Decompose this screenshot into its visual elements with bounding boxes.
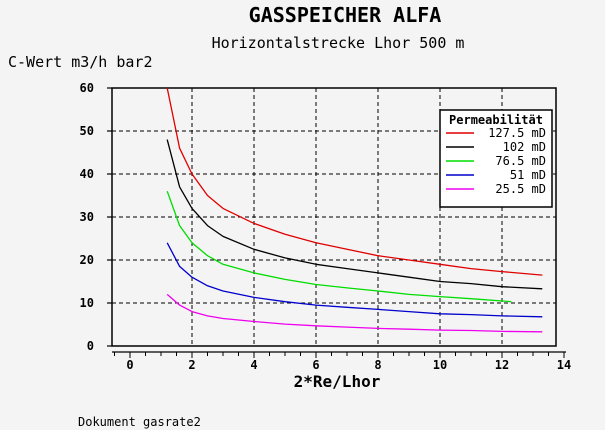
series-line: [166, 190, 512, 303]
series-line: [166, 139, 543, 290]
series-lines: [166, 87, 543, 333]
series-line: [166, 293, 543, 333]
y-tick-label: 0: [87, 339, 94, 353]
x-tick-label: 4: [250, 358, 257, 372]
grid: [112, 88, 556, 346]
legend-label: 102 mD: [503, 140, 546, 154]
x-tick-label: 14: [557, 358, 571, 372]
x-tick-label: 10: [433, 358, 447, 372]
legend-label: 25.5 mD: [495, 182, 546, 196]
legend-box: [439, 109, 553, 208]
footer-note: Dokument gasrate2: [78, 415, 201, 429]
y-tick-label: 30: [80, 210, 94, 224]
x-tick-label: 6: [312, 358, 319, 372]
y-tick-label: 40: [80, 167, 94, 181]
series-line: [166, 242, 543, 318]
legend-label: 51 mD: [510, 168, 546, 182]
x-tick-label: 12: [495, 358, 509, 372]
axes: 0 10 20 30 40 50 60 0 2 4 6 8 10 12 14: [80, 81, 572, 372]
series-line: [166, 87, 543, 276]
legend-title: Permeabilität: [449, 113, 543, 127]
x-tick-label: 2: [188, 358, 195, 372]
x-tick-label: 0: [126, 358, 133, 372]
y-tick-label: 10: [80, 296, 94, 310]
x-axis-label: 2*Re/Lhor: [294, 372, 381, 391]
y-axis-label: C-Wert m3/h bar2: [8, 53, 153, 71]
y-tick-label: 60: [80, 81, 94, 95]
x-tick-label: 8: [374, 358, 381, 372]
y-tick-label: 50: [80, 124, 94, 138]
chart-title: GASSPEICHER ALFA: [249, 3, 442, 27]
y-tick-label: 20: [80, 253, 94, 267]
chart-subtitle: Horizontalstrecke Lhor 500 m: [212, 34, 465, 52]
legend-label: 76.5 mD: [495, 154, 546, 168]
legend-label: 127.5 mD: [488, 126, 546, 140]
